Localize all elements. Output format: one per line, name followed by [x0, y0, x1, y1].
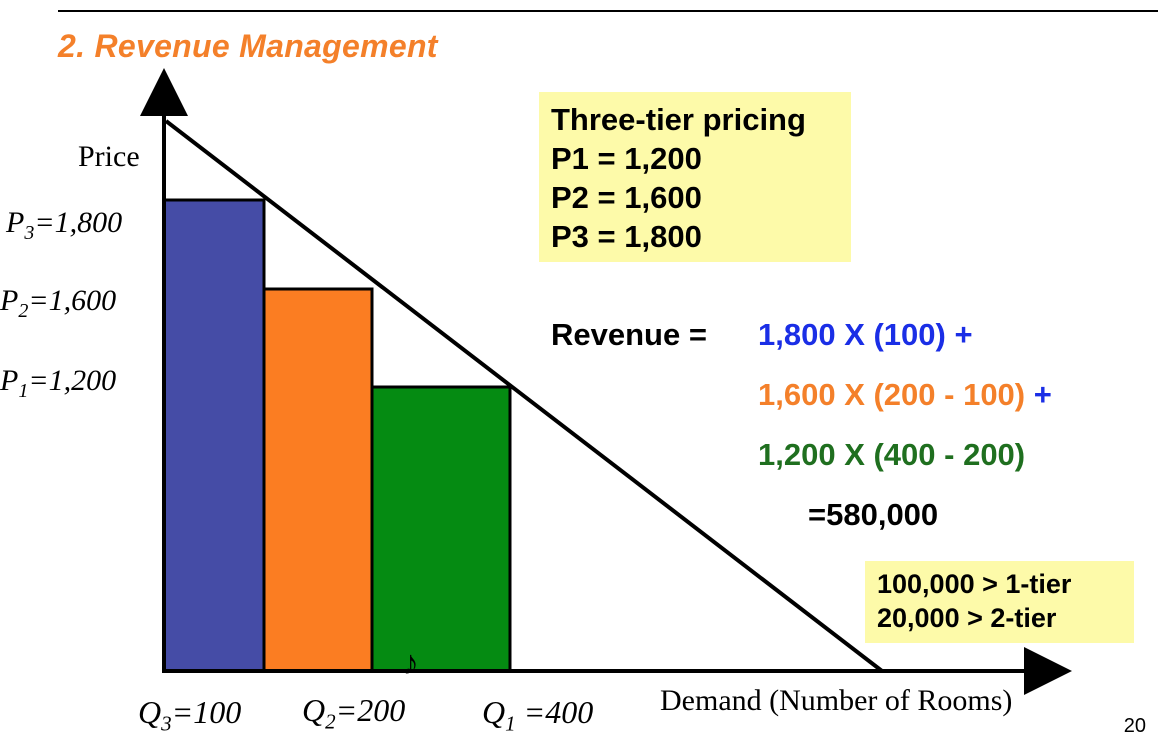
y-axis-name: Price [78, 140, 140, 173]
pricing-p1: P1 = 1,200 [551, 141, 702, 176]
comparison-1-tier: 100,000 > 1-tier [877, 569, 1072, 599]
y-label-p3: P3=1,800 [6, 206, 123, 244]
comparison-box: 100,000 > 1-tier 20,000 > 2-tier [865, 561, 1134, 643]
x-label-q1: Q1 =400 [482, 694, 594, 736]
music-note-icon: ♪ [402, 645, 419, 682]
revenue-line-1: 1,800 X (100) + [758, 317, 973, 352]
revenue-line-3: 1,200 X (400 - 200) [758, 437, 1026, 472]
page-number: 20 [1123, 715, 1146, 737]
revenue-total: =580,000 [808, 497, 939, 532]
pricing-box: Three-tier pricing P1 = 1,200 P2 = 1,600… [539, 92, 851, 262]
x-label-q2: Q2=200 [302, 692, 406, 734]
comparison-2-tier: 20,000 > 2-tier [877, 603, 1057, 633]
pricing-p2: P2 = 1,600 [551, 180, 702, 215]
header-rule [58, 10, 1158, 12]
demand-line [164, 119, 884, 673]
revenue-line-2: 1,600 X (200 - 100) + [758, 377, 1052, 412]
revenue-label: Revenue = [551, 317, 707, 352]
tier-1-bar [370, 385, 512, 673]
tier-2-bar [262, 287, 374, 673]
x-axis-name: Demand (Number of Rooms) [660, 684, 1013, 717]
pricing-box-heading: Three-tier pricing [551, 102, 806, 137]
y-label-p2: P2=1,600 [0, 284, 117, 322]
pricing-p3: P3 = 1,800 [551, 219, 702, 254]
y-label-p1: P1=1,200 [0, 364, 117, 402]
x-label-q3: Q3=100 [138, 694, 242, 736]
tier-3-bar [162, 198, 266, 673]
slide-title: 2. Revenue Management [58, 28, 438, 64]
